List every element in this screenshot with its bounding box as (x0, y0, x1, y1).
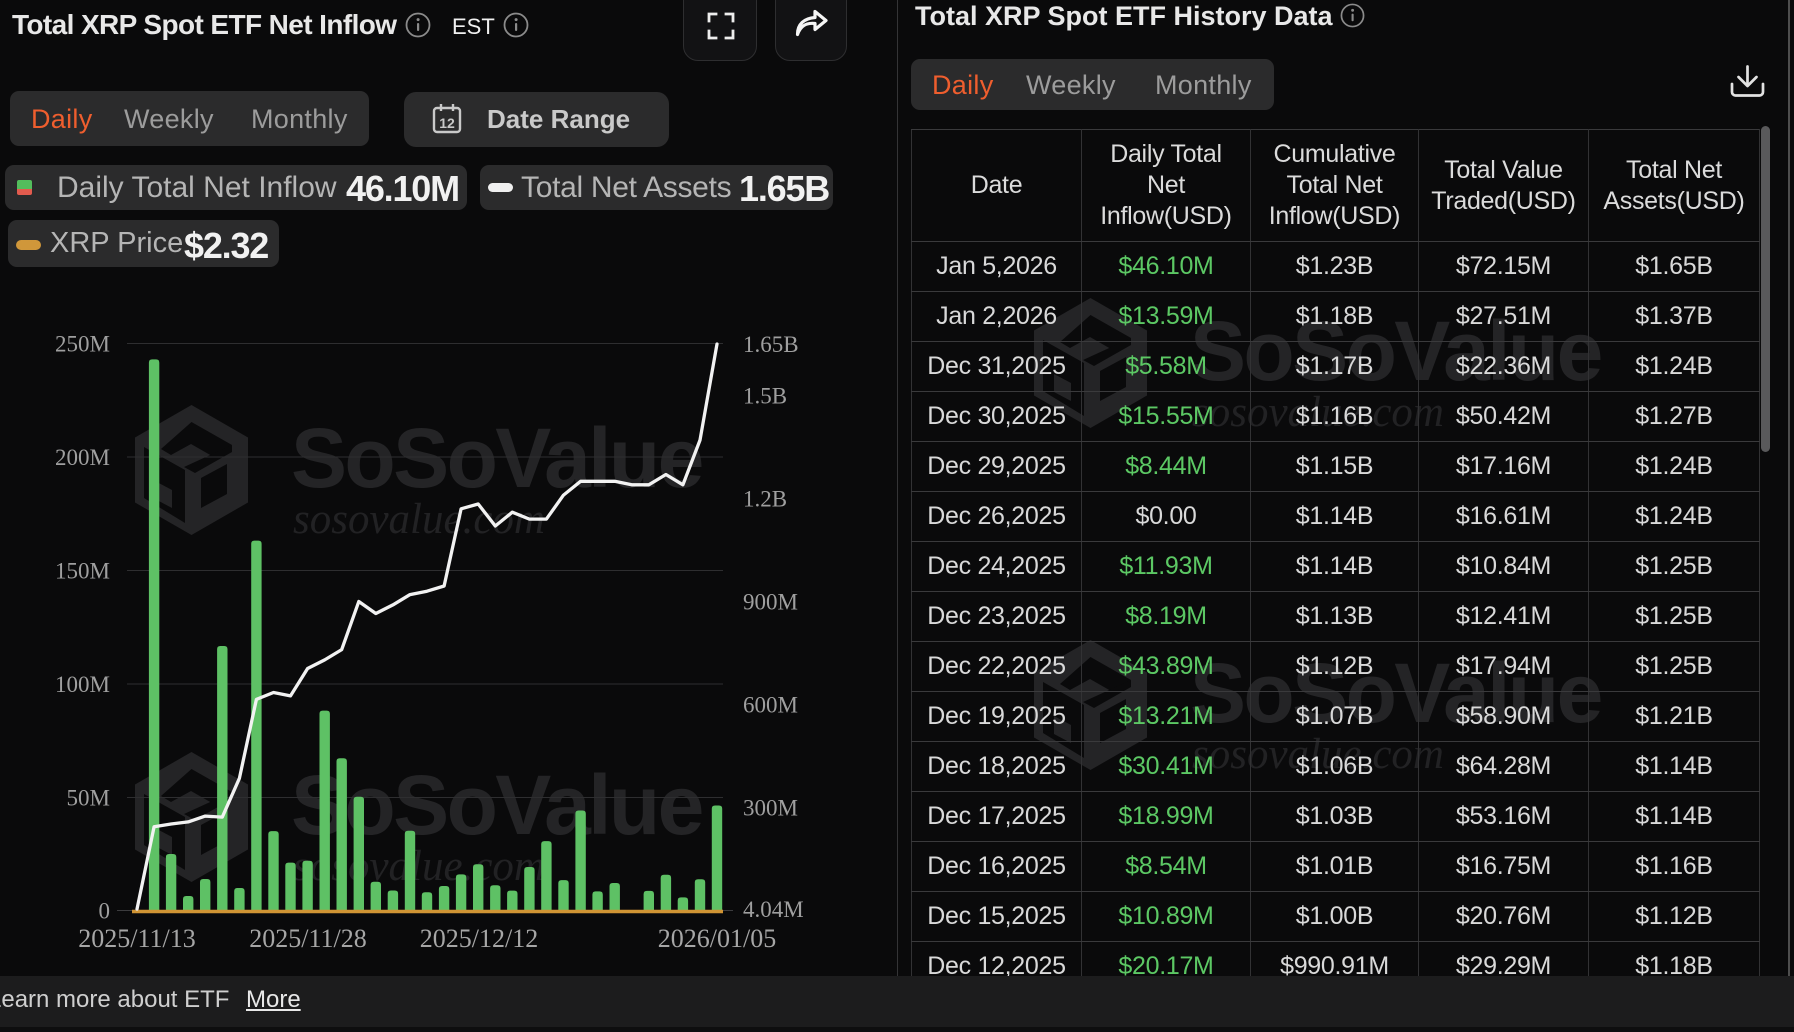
svg-text:1.5B: 1.5B (743, 384, 787, 409)
svg-text:200M: 200M (55, 445, 110, 470)
svg-text:1.2B: 1.2B (743, 487, 787, 512)
svg-text:0: 0 (99, 899, 111, 924)
svg-text:2026/01/05: 2026/01/05 (658, 924, 776, 953)
svg-text:150M: 150M (55, 559, 110, 584)
svg-text:2025/11/28: 2025/11/28 (249, 924, 366, 953)
svg-text:900M: 900M (743, 590, 798, 615)
svg-text:2025/12/12: 2025/12/12 (420, 924, 538, 953)
svg-text:250M: 250M (55, 332, 110, 357)
svg-text:50M: 50M (67, 786, 110, 811)
svg-text:100M: 100M (55, 672, 110, 697)
svg-text:1.65B: 1.65B (743, 332, 799, 357)
svg-text:600M: 600M (743, 692, 798, 717)
svg-text:4.04M: 4.04M (743, 897, 804, 922)
svg-text:300M: 300M (743, 795, 798, 820)
svg-text:2025/11/13: 2025/11/13 (78, 924, 195, 953)
svg-text:12: 12 (439, 115, 455, 131)
